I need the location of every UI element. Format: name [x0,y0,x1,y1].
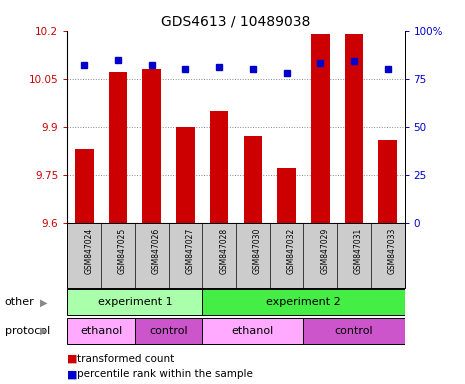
Text: ■: ■ [67,369,78,379]
Text: transformed count: transformed count [77,354,174,364]
Bar [142,69,161,223]
Text: other: other [5,297,34,308]
Bar [303,318,405,344]
Text: control: control [335,326,373,336]
Text: protocol: protocol [5,326,50,336]
Title: GDS4613 / 10489038: GDS4613 / 10489038 [161,14,311,28]
Bar [67,290,202,315]
Bar [176,127,195,223]
Text: control: control [149,326,188,336]
Text: GSM847025: GSM847025 [118,228,127,274]
Text: experiment 1: experiment 1 [98,297,172,308]
Text: GSM847028: GSM847028 [219,228,228,274]
Text: ethanol: ethanol [80,326,122,336]
Text: ■: ■ [67,354,78,364]
Text: GSM847029: GSM847029 [320,228,329,274]
Text: ▶: ▶ [40,297,48,308]
Bar [202,290,405,315]
Bar [311,34,330,223]
Bar [244,136,262,223]
Bar [345,34,363,223]
Text: GSM847031: GSM847031 [354,228,363,274]
Text: GSM847032: GSM847032 [286,228,296,274]
Bar [109,72,127,223]
Bar [135,318,202,344]
Bar [277,168,296,223]
Text: GSM847030: GSM847030 [253,228,262,274]
Text: GSM847033: GSM847033 [388,228,397,274]
Text: ▶: ▶ [40,326,48,336]
Bar [202,318,303,344]
Bar [210,111,228,223]
Text: ethanol: ethanol [232,326,274,336]
Bar [75,149,93,223]
Text: GSM847026: GSM847026 [152,228,161,274]
Text: GSM847027: GSM847027 [186,228,194,274]
Bar [67,318,135,344]
Text: GSM847024: GSM847024 [84,228,93,274]
Text: percentile rank within the sample: percentile rank within the sample [77,369,252,379]
Text: experiment 2: experiment 2 [266,297,341,308]
Bar [379,139,397,223]
